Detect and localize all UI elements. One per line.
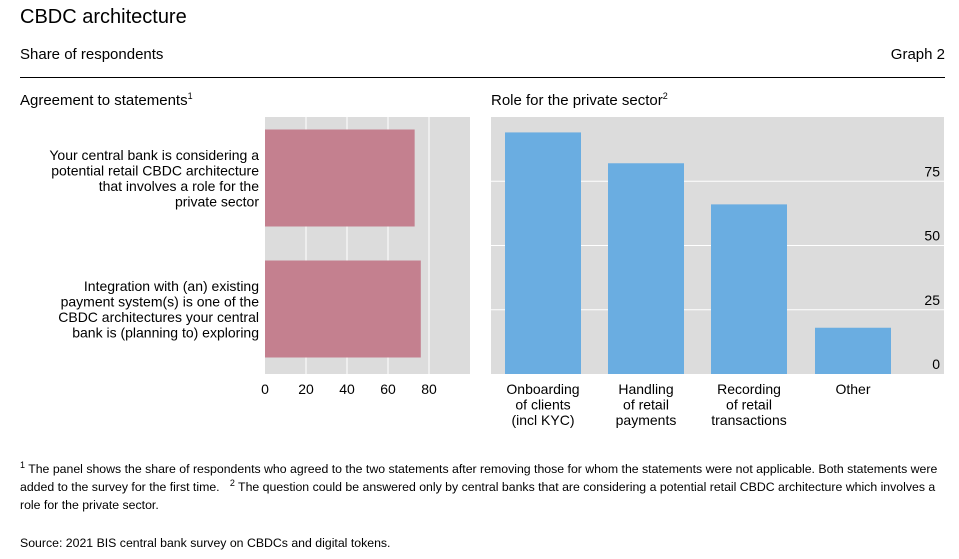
left-x-tick-label: 40 (339, 381, 355, 397)
right-bar (608, 163, 684, 374)
right-category-label: Recording (717, 381, 781, 397)
right-y-tick-label: 0 (932, 356, 940, 372)
left-category-label: CBDC architectures your central (58, 309, 259, 325)
right-panel-title: Role for the private sector2 (491, 91, 668, 110)
left-category-label: bank is (planning to) exploring (72, 324, 259, 340)
footnotes: 1 The panel shows the share of responden… (20, 459, 938, 512)
right-category-label: (incl KYC) (511, 412, 574, 428)
right-y-tick-label: 25 (924, 292, 940, 308)
right-bar (711, 204, 787, 374)
left-category-label: private sector (175, 193, 259, 209)
left-category-label: Your central bank is considering a (49, 147, 259, 163)
right-category-label: transactions (711, 412, 786, 428)
left-x-tick-label: 60 (380, 381, 396, 397)
chart-title: CBDC architecture (20, 6, 187, 28)
right-y-tick-label: 50 (924, 228, 940, 244)
left-x-tick-label: 0 (261, 381, 269, 397)
right-category-label: of retail (623, 397, 669, 413)
right-y-tick-label: 75 (924, 163, 940, 179)
right-category-label: of clients (515, 397, 570, 413)
right-bar (505, 132, 581, 374)
left-bar (265, 260, 421, 358)
left-category-label: potential retail CBDC architecture (51, 162, 259, 178)
right-category-label: Handling (618, 381, 673, 397)
right-category-label: Other (835, 381, 870, 397)
chart-subtitle: Share of respondents (20, 46, 164, 63)
graph-number: Graph 2 (890, 46, 945, 63)
right-category-label: Onboarding (506, 381, 579, 397)
left-bar (265, 129, 415, 227)
source-note: Source: 2021 BIS central bank survey on … (20, 536, 391, 550)
left-x-tick-label: 20 (298, 381, 314, 397)
left-panel-title: Agreement to statements1 (20, 91, 193, 110)
left-category-label: Integration with (an) existing (84, 278, 259, 294)
right-category-label: of retail (726, 397, 772, 413)
right-category-label: payments (616, 412, 677, 428)
left-x-tick-label: 80 (421, 381, 437, 397)
left-category-label: payment system(s) is one of the (61, 293, 260, 309)
right-bar (815, 327, 891, 374)
header-divider (20, 77, 945, 78)
left-category-label: that involves a role for the (99, 178, 260, 194)
